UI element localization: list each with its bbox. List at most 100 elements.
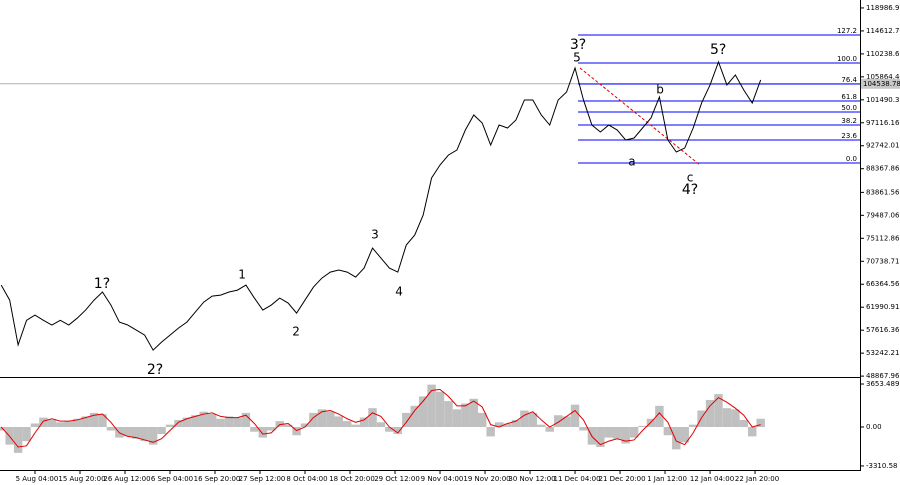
histogram-bar [537,424,546,427]
histogram-bar [503,423,512,427]
wave-label: 3 [371,228,379,242]
histogram-bar [64,421,73,427]
histogram-bar [140,427,149,442]
histogram-bar [494,422,504,427]
histogram-bar [469,398,478,427]
histogram-bar [570,404,580,427]
histogram-bar [216,418,225,427]
x-tick-label: 16 Sep 20:00 [194,475,241,483]
y-tick-label: 114612.76 [866,27,900,35]
x-tick-label: 6 Sep 04:00 [151,475,193,483]
histogram-bar [250,427,259,432]
histogram-bar [157,427,166,435]
histogram-bar [579,427,588,431]
histogram-bar [224,416,234,427]
histogram-bar [326,411,335,427]
histogram-bar [705,399,715,427]
histogram-bar [621,427,630,444]
y-tick-label: -3310.58 [866,462,897,470]
wave-label: b [656,82,664,96]
histogram-bar [756,418,765,427]
x-tick-label: 21 Dec 20:00 [598,475,645,483]
y-tick-label: 101490.31 [866,96,900,104]
histogram-bar [731,409,740,427]
y-tick-label: 79487.06 [866,211,900,219]
fib-label: 127.2 [837,27,857,35]
histogram-bar [292,427,301,436]
x-tick-label: 1 Jan 12:00 [647,475,687,483]
histogram-bar [520,410,529,427]
histogram-bar [351,424,360,427]
histogram-bar [477,412,487,427]
histogram-bar [233,417,242,427]
x-tick-label: 18 Oct 20:00 [329,475,375,483]
histogram-bar [410,405,419,427]
histogram-bar [47,419,57,427]
histogram-bar [376,422,386,427]
histogram-bar [72,418,82,427]
wave-label: 1 [238,268,246,282]
histogram-bar [680,427,689,443]
histogram-bar [98,414,107,427]
y-tick-label: 83861.56 [866,188,900,196]
y-tick-label: 75112.86 [866,234,900,242]
histogram-bar [722,408,732,427]
histogram-bar [402,412,411,427]
histogram-bar [596,427,605,447]
x-tick-label: 29 Oct 12:00 [374,475,420,483]
fib-label: 23.6 [841,132,857,140]
histogram-bar [672,427,681,450]
x-tick-label: 15 Aug 20:00 [58,475,105,483]
x-tick-label: 19 Nov 20:00 [463,475,510,483]
fib-label: 0.0 [846,155,857,163]
histogram-bar [697,410,706,427]
histogram-bar [317,409,327,427]
histogram-bar [739,419,749,427]
y-tick-label: 0.00 [866,423,882,431]
trend-line [579,67,701,166]
signal-line [0,388,761,448]
wave-label: a [628,155,635,169]
histogram-bar [89,412,99,427]
histogram-bar [207,414,217,427]
wave-label: 4 [395,285,403,299]
fib-label: 100.0 [837,55,857,63]
fib-label: 76.4 [841,76,857,84]
y-tick-label: 88367.86 [866,165,900,173]
histogram-bar [511,419,521,427]
last-price-label: 104538.78 [863,80,900,88]
histogram-bar [106,427,116,431]
x-tick-label: 27 Sep 12:00 [239,475,286,483]
x-tick-label: 11 Dec 04:00 [553,475,600,483]
histogram-bar [418,396,428,427]
histogram-bar [368,408,377,427]
histogram-bar [427,384,436,427]
histogram-bar [545,427,554,432]
histogram-bar [562,416,571,427]
wave-label: c [687,170,694,184]
y-tick-label: 3653.489 [866,380,899,388]
histogram-bar [655,405,664,427]
x-tick-label: 30 Nov 12:00 [508,475,555,483]
histogram-bar [13,427,23,453]
last-price-box [861,78,900,89]
histogram-bar [748,427,757,437]
wave-label: 2? [147,362,163,378]
price-line [0,60,762,351]
histogram-bar [39,417,48,427]
histogram-bar [359,417,369,427]
y-tick-label: 92742.01 [866,142,899,150]
x-tick-label: 26 Aug 12:00 [103,475,150,483]
histogram-bar [393,427,403,435]
histogram-bar [22,427,31,442]
x-tick-label: 12 Jan 04:00 [690,475,734,483]
histogram-bar [613,427,622,439]
histogram-bar [334,416,343,427]
histogram-bar [300,423,310,427]
wave-label: 3? [570,37,586,53]
histogram-bar [258,427,268,438]
histogram-bar [275,421,284,427]
histogram-bar [199,411,208,427]
x-tick-label: 22 Jan 20:00 [735,475,779,483]
